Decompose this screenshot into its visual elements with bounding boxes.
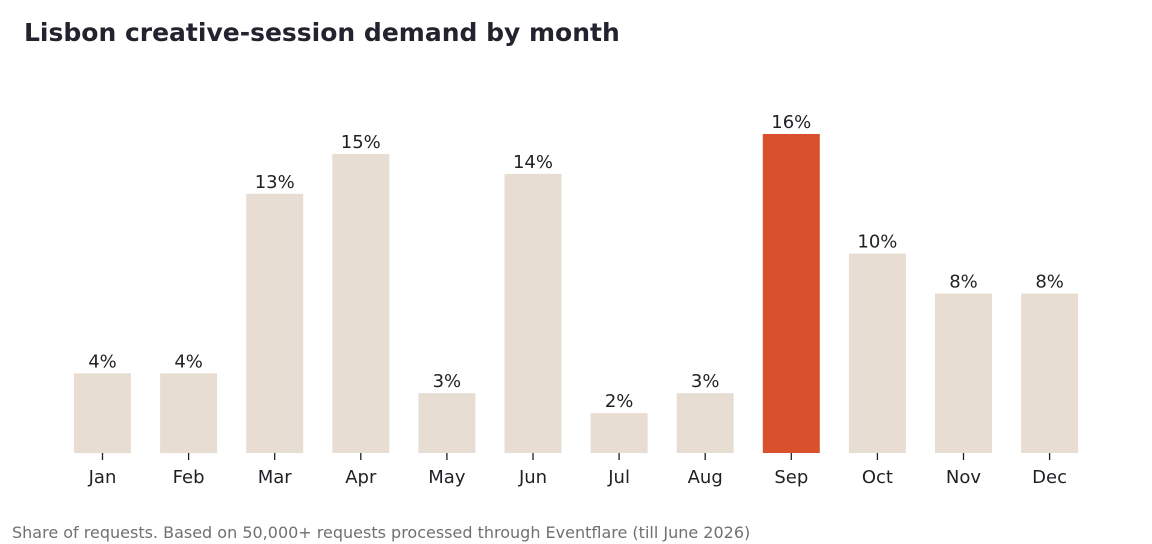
bar-sep [762,134,820,453]
bars-layer [74,134,1079,454]
value-label-apr: 15% [341,132,381,153]
value-label-jan: 4% [88,351,117,372]
tick-label-aug: Aug [688,467,723,488]
bar-jan [74,373,131,454]
value-label-jun: 14% [513,152,553,173]
tick-label-apr: Apr [345,467,377,488]
bar-jul [590,413,648,453]
value-label-nov: 8% [949,272,978,293]
value-label-mar: 13% [255,172,295,193]
value-labels-layer: 4% 4% 13% 15% 3% 14% 2% 3% 16% 10% 8% 8% [88,112,1064,412]
value-label-dec: 8% [1035,272,1064,293]
tick-label-sep: Sep [774,467,808,488]
tick-label-mar: Mar [258,467,293,488]
tick-label-dec: Dec [1032,467,1067,488]
tick-label-jun: Jun [518,467,547,488]
value-label-sep: 16% [771,112,811,133]
bar-may [418,393,476,453]
tick-label-jul: Jul [607,467,630,488]
bar-apr [332,153,390,453]
value-label-feb: 4% [174,351,203,372]
value-label-jul: 2% [605,391,634,412]
value-label-may: 3% [433,371,462,392]
bar-aug [676,393,734,453]
bar-feb [160,373,218,454]
x-axis-tick-labels: Jan Feb Mar Apr May Jun Jul Aug Sep Oct Nov Dec [88,467,1067,488]
x-axis-ticks [101,453,1051,460]
bar-nov [935,293,992,453]
tick-label-oct: Oct [862,467,893,488]
chart-title: Lisbon creative-session demand by month [24,18,620,47]
bar-oct [848,253,906,453]
bar-mar [246,193,304,454]
value-label-aug: 3% [691,371,720,392]
value-label-oct: 10% [857,232,897,253]
tick-label-jan: Jan [88,467,117,488]
chart-footnote: Share of requests. Based on 50,000+ requ… [12,523,751,542]
tick-label-nov: Nov [946,467,981,488]
bar-dec [1021,293,1079,453]
bar-jun [504,173,562,453]
tick-label-feb: Feb [173,467,205,488]
tick-label-may: May [428,467,466,488]
